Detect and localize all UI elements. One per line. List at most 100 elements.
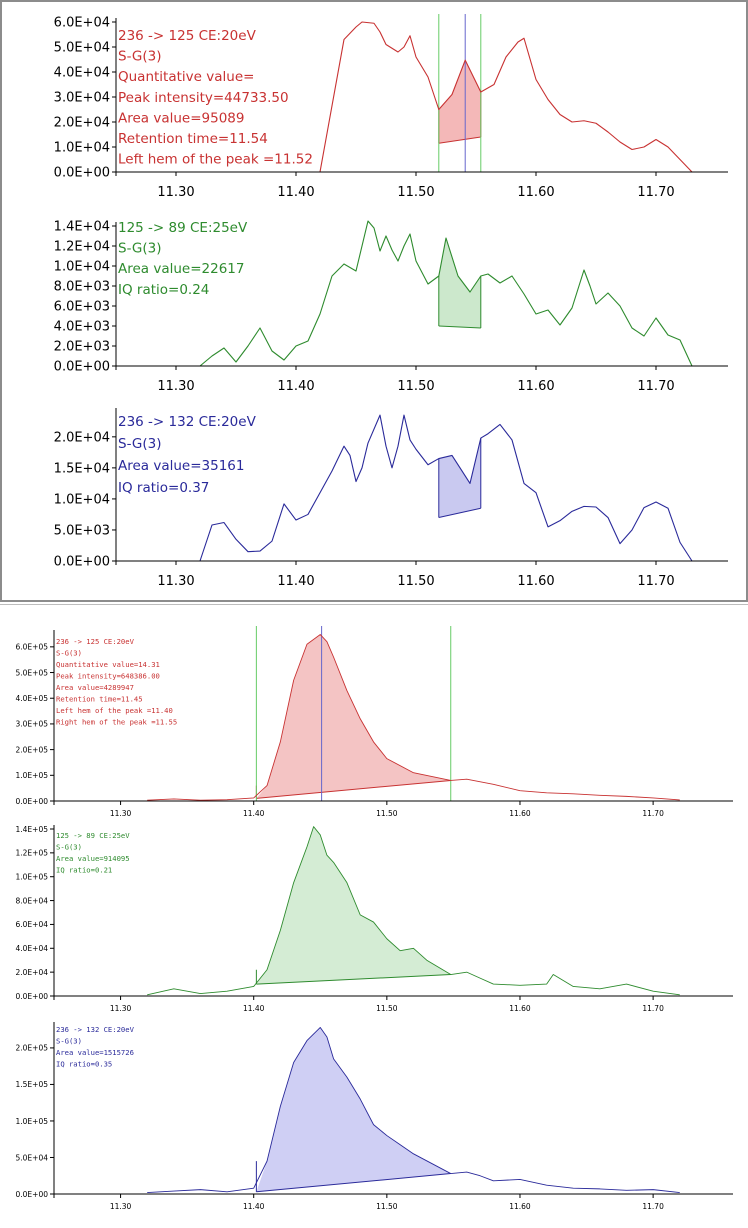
annotation-line: Area value=914095 bbox=[56, 854, 130, 863]
annotation-line: S-G(3) bbox=[56, 843, 82, 852]
integrated-area bbox=[438, 60, 481, 144]
annotation-line: IQ ratio=0.35 bbox=[56, 1060, 112, 1069]
annotation-line: Area value=95089 bbox=[118, 110, 245, 126]
y-tick-label: 2.0E+05 bbox=[16, 745, 49, 754]
x-tick-label: 11.40 bbox=[277, 574, 314, 589]
y-tick-label: 0.0E+00 bbox=[16, 797, 49, 806]
y-tick-label: 0.0E+00 bbox=[16, 992, 49, 1001]
x-tick-label: 11.50 bbox=[397, 379, 434, 394]
y-tick-label: 5.0E+04 bbox=[16, 1153, 49, 1162]
x-tick-label: 11.30 bbox=[110, 1004, 132, 1013]
baseline-line bbox=[256, 779, 451, 799]
y-tick-label: 1.0E+05 bbox=[16, 771, 49, 780]
x-tick-label: 11.40 bbox=[243, 1004, 265, 1013]
bottom-chromatogram-panel bbox=[0, 604, 748, 1228]
integrated-area bbox=[256, 1027, 451, 1192]
y-tick-label: 2.0E+04 bbox=[16, 968, 49, 977]
x-tick-label: 11.60 bbox=[517, 185, 554, 200]
baseline-line bbox=[438, 325, 481, 329]
annotation-line: S-G(3) bbox=[56, 649, 82, 658]
y-tick-label: 0.0E+00 bbox=[16, 1190, 49, 1199]
integrated-area bbox=[256, 634, 451, 799]
annotation-line: S-G(3) bbox=[118, 241, 162, 257]
annotation-line: Peak intensity=648386.00 bbox=[56, 672, 160, 681]
baseline-line bbox=[256, 1173, 451, 1193]
chart-1: 0.0E+00 1.0E+04 2.0E+04 3.0E+04 4.0E+04 5.0E+… bbox=[54, 14, 728, 200]
x-tick-label: 11.70 bbox=[637, 379, 674, 394]
chart-6: 0.0E+00 5.0E+04 1.0E+05 1.5E+05 2.0E+05 11.30… bbox=[16, 1022, 733, 1211]
x-tick-label: 11.30 bbox=[157, 185, 194, 200]
y-tick-label: 4.0E+04 bbox=[54, 66, 110, 81]
annotation-line: 125 -> 89 CE:25eV bbox=[56, 831, 130, 840]
x-tick-label: 11.50 bbox=[376, 809, 398, 818]
x-tick-label: 11.70 bbox=[642, 1004, 664, 1013]
x-tick-label: 11.60 bbox=[517, 379, 554, 394]
chart-3: 0.0E+00 5.0E+03 1.0E+04 1.5E+04 2.0E+04 11.30… bbox=[54, 408, 728, 589]
trace-line bbox=[147, 634, 680, 801]
integrated-area bbox=[256, 826, 451, 985]
y-tick-label: 1.0E+05 bbox=[16, 873, 49, 882]
annotation-line: IQ ratio=0.24 bbox=[118, 282, 209, 298]
x-tick-label: 11.50 bbox=[397, 574, 434, 589]
y-tick-label: 2.0E+04 bbox=[54, 430, 110, 445]
baseline-line bbox=[438, 507, 481, 519]
y-tick-label: 4.0E+04 bbox=[16, 944, 49, 953]
y-tick-label: 8.0E+03 bbox=[54, 280, 110, 295]
y-tick-label: 2.0E+05 bbox=[16, 1044, 49, 1053]
annotation-line: Retention time=11.45 bbox=[56, 695, 143, 704]
y-tick-label: 0.0E+00 bbox=[54, 166, 110, 181]
y-tick-label: 0.0E+00 bbox=[54, 360, 110, 375]
annotation-line: Quantitative value= bbox=[118, 69, 254, 85]
y-tick-label: 1.0E+04 bbox=[54, 141, 110, 156]
top-chromatogram-panel bbox=[0, 0, 748, 602]
annotation-line: Area value=1515726 bbox=[56, 1048, 134, 1057]
trace-line bbox=[200, 21, 693, 173]
chart-5: 0.0E+00 2.0E+04 4.0E+04 6.0E+04 8.0E+04 1.0E+… bbox=[16, 825, 733, 1013]
chart-4: 0.0E+00 1.0E+05 2.0E+05 3.0E+05 4.0E+05 5.0E+… bbox=[16, 626, 733, 818]
annotation-line: Area value=35161 bbox=[118, 458, 245, 474]
annotation-line: Left hem of the peak =11.40 bbox=[56, 706, 173, 715]
annotation-line: Retention time=11.54 bbox=[118, 131, 268, 147]
x-tick-label: 11.30 bbox=[110, 1202, 132, 1211]
y-tick-label: 3.0E+04 bbox=[54, 91, 110, 106]
annotation-line: 236 -> 125 CE:20eV bbox=[56, 637, 135, 646]
y-tick-label: 6.0E+04 bbox=[54, 16, 110, 31]
annotation-line: S-G(3) bbox=[56, 1037, 82, 1046]
x-tick-label: 11.40 bbox=[277, 379, 314, 394]
y-tick-label: 8.0E+04 bbox=[16, 896, 49, 905]
y-tick-label: 4.0E+05 bbox=[16, 694, 49, 703]
annotation-line: Quantitative value=14.31 bbox=[56, 660, 160, 669]
y-tick-label: 2.0E+04 bbox=[54, 116, 110, 131]
x-tick-label: 11.30 bbox=[157, 574, 194, 589]
y-tick-label: 6.0E+04 bbox=[16, 920, 49, 929]
y-tick-label: 4.0E+03 bbox=[54, 320, 110, 335]
y-tick-label: 1.0E+05 bbox=[16, 1117, 49, 1126]
annotation-line: Area value=22617 bbox=[118, 261, 245, 277]
y-tick-label: 2.0E+03 bbox=[54, 340, 110, 355]
chart-2: 0.0E+00 2.0E+03 4.0E+03 6.0E+03 8.0E+03 1.0E+… bbox=[54, 220, 728, 394]
annotation-line: IQ ratio=0.37 bbox=[118, 480, 209, 496]
annotation-line: 125 -> 89 CE:25eV bbox=[118, 220, 248, 236]
y-tick-label: 5.0E+05 bbox=[16, 668, 49, 677]
annotation-line: 236 -> 132 CE:20eV bbox=[56, 1025, 135, 1034]
annotation-line: S-G(3) bbox=[118, 49, 162, 65]
y-tick-label: 1.4E+05 bbox=[16, 825, 49, 834]
y-tick-label: 5.0E+03 bbox=[54, 523, 110, 538]
y-tick-label: 0.0E+00 bbox=[54, 555, 110, 570]
trace-line bbox=[147, 826, 680, 996]
annotation-line: 236 -> 132 CE:20eV bbox=[118, 414, 257, 430]
x-tick-label: 11.70 bbox=[642, 1202, 664, 1211]
annotation-line: Right hem of the peak =11.55 bbox=[56, 718, 177, 727]
x-tick-label: 11.50 bbox=[376, 1202, 398, 1211]
y-tick-label: 1.0E+04 bbox=[54, 492, 110, 507]
x-tick-label: 11.70 bbox=[637, 185, 674, 200]
y-tick-label: 6.0E+03 bbox=[54, 300, 110, 315]
y-tick-label: 3.0E+05 bbox=[16, 720, 49, 729]
x-tick-label: 11.60 bbox=[509, 1202, 531, 1211]
annotation-line: IQ ratio=0.21 bbox=[56, 866, 112, 875]
y-tick-label: 1.0E+04 bbox=[54, 260, 110, 275]
trace-line bbox=[199, 220, 693, 367]
baseline-line bbox=[256, 974, 451, 985]
y-tick-label: 1.2E+04 bbox=[54, 240, 110, 255]
